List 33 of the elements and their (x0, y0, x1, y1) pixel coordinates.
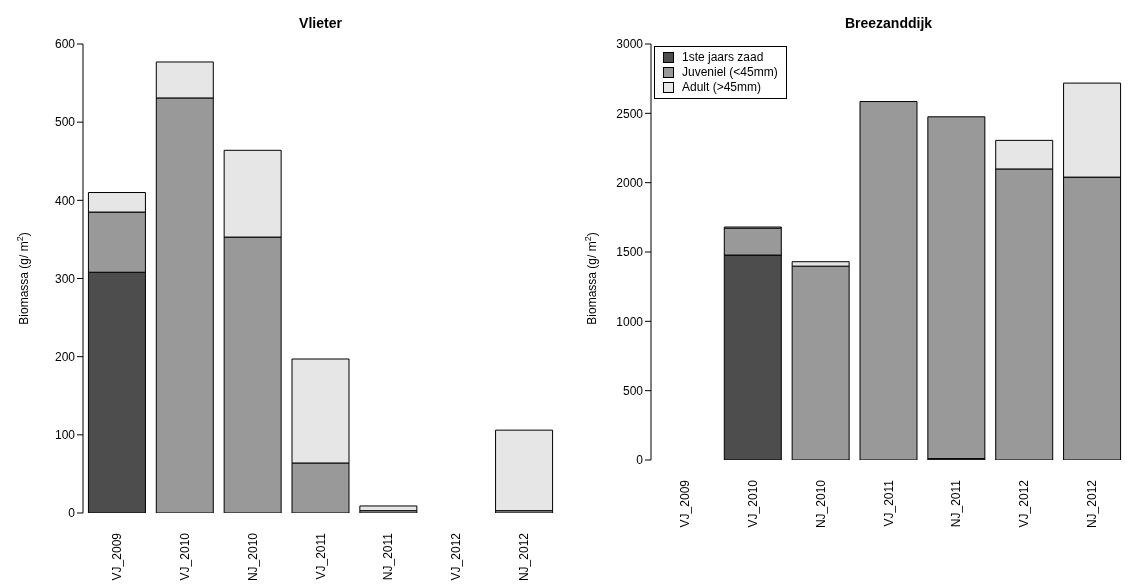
legend-label: Juveniel (<45mm) (682, 65, 778, 80)
y-tick-label: 300 (54, 271, 76, 286)
x-tick-label: VJ_2009 (109, 532, 124, 581)
y-tick-label: 2500 (616, 106, 644, 121)
y-tick-label: 100 (54, 428, 76, 443)
x-tick-label: NJ_2011 (949, 479, 964, 528)
x-tick-label: NJ_2011 (381, 532, 396, 581)
x-tick-label: VJ_2012 (449, 532, 464, 581)
y-tick-label: 1500 (616, 245, 644, 260)
x-tick-label: NJ_2012 (517, 532, 532, 582)
x-tick-label: VJ_2009 (677, 479, 692, 528)
y-tick-label: 3000 (616, 37, 644, 52)
y-tick-label: 1000 (616, 314, 644, 329)
y-tick-label: 2000 (616, 175, 644, 190)
x-tick-label: VJ_2010 (745, 479, 760, 528)
legend-label: 1ste jaars zaad (682, 50, 764, 65)
y-tick-label: 0 (636, 453, 644, 468)
y-tick-label: 500 (54, 115, 76, 130)
y-tick-label: 600 (54, 37, 76, 52)
y-tick-label: 400 (54, 193, 76, 208)
x-tick-label: VJ_2011 (881, 479, 896, 527)
x-tick-label: VJ_2011 (313, 532, 328, 580)
x-tick-label: VJ_2010 (177, 532, 192, 581)
x-tick-label: NJ_2010 (245, 532, 260, 582)
x-tick-label: NJ_2012 (1085, 479, 1100, 529)
x-tick-label: VJ_2012 (1017, 479, 1032, 528)
y-tick-label: 0 (68, 506, 76, 521)
x-tick-label: NJ_2010 (813, 479, 828, 529)
y-tick-label: 200 (54, 349, 76, 364)
chart-title: Breezanddijk (844, 15, 933, 31)
chart-title: Vlieter (299, 15, 343, 31)
legend-label: Adult (>45mm) (682, 80, 762, 95)
y-tick-label: 500 (622, 383, 644, 398)
